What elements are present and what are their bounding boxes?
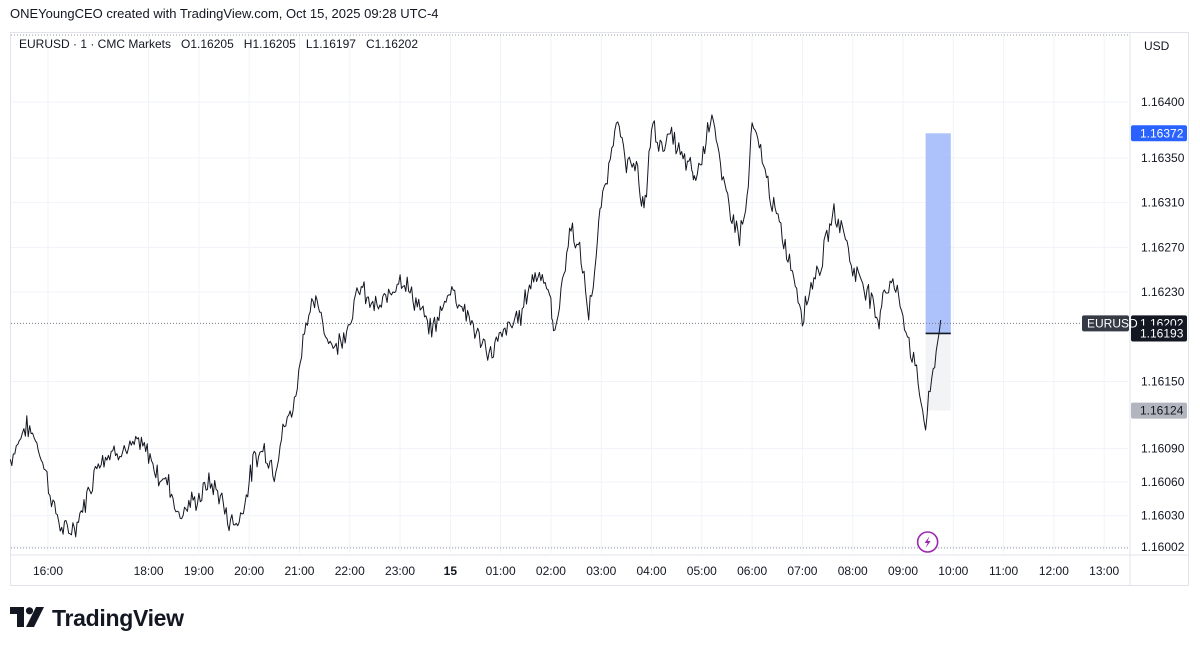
legend-close-label: C: [365, 37, 375, 51]
legend-low-value: 1.16197: [312, 37, 356, 51]
legend-close-value: 1.16202: [374, 37, 419, 51]
price-axis-tick-label: 1.16002: [1141, 540, 1185, 554]
symbol-tag-background: [1082, 315, 1129, 332]
legend-open-label: O: [181, 37, 191, 51]
time-axis-tick-label: 02:00: [536, 564, 566, 578]
stop-price-badge-background: [1131, 402, 1187, 419]
price-axis-tick-label: 1.16060: [1141, 475, 1185, 489]
price-axis-tick-label: 1.16350: [1141, 151, 1185, 165]
chart-header-caption: ONEYoungCEO created with TradingView.com…: [10, 6, 439, 21]
price-axis-tick-label: 1.16090: [1141, 442, 1185, 456]
time-axis-tick-label: 16:00: [33, 564, 63, 578]
lightning-bolt-glyph: [924, 536, 931, 548]
time-axis-tick-label: 05:00: [687, 564, 717, 578]
time-axis-tick-label: 09:00: [888, 564, 918, 578]
legend-open-value: 1.16205: [190, 37, 234, 51]
target-price-badge-background: [1131, 125, 1187, 142]
time-axis-tick-label: 15: [444, 564, 458, 578]
stop-price-badge: 1.16124: [1140, 404, 1184, 418]
entry-price-badge-background: [1131, 325, 1187, 342]
time-axis-tick-label: 13:00: [1089, 564, 1119, 578]
time-axis-tick-label: 06:00: [737, 564, 767, 578]
time-axis-tick-label: 23:00: [385, 564, 415, 578]
tradingview-logo: TradingView: [10, 604, 184, 632]
price-series-line: [9, 114, 942, 538]
entry-price-badge: 1.16193: [1140, 326, 1184, 340]
legend-symbol: EURUSD · 1 · CMC Markets: [19, 37, 172, 51]
price-axis-tick-label: 1.16270: [1141, 240, 1185, 254]
time-axis-tick-label: 01:00: [486, 564, 516, 578]
legend-high-label: H: [243, 37, 253, 51]
time-axis-tick-label: 11:00: [989, 564, 1018, 578]
price-axis-tick-label: 1.16030: [1141, 509, 1185, 523]
position-target-zone[interactable]: [925, 133, 951, 334]
price-axis-tick-label: 1.16230: [1141, 285, 1185, 299]
legend-high-value: 1.16205: [252, 37, 296, 51]
time-axis-tick-label: 03:00: [586, 564, 616, 578]
target-price-badge: 1.16372: [1140, 126, 1184, 140]
ohlc-legend: EURUSD · 1 · CMC Markets O1.16205 H1.162…: [19, 37, 418, 51]
chart-frame: [10, 32, 1189, 586]
time-axis-tick-label: 22:00: [335, 564, 365, 578]
time-axis-tick-label: 19:00: [184, 564, 214, 578]
time-axis-tick-label: 08:00: [838, 564, 868, 578]
price-axis-tick-label: 1.16150: [1141, 375, 1185, 389]
price-axis-tick-label: 1.16400: [1141, 95, 1185, 109]
position-stop-zone[interactable]: [925, 333, 951, 411]
time-axis-tick-label: 20:00: [234, 564, 264, 578]
time-axis-tick-label: 18:00: [134, 564, 164, 578]
last-price-symbol-tag: EURUSD: [1087, 316, 1138, 330]
legend-low-label: L: [305, 37, 313, 51]
time-axis-tick-label: 04:00: [637, 564, 667, 578]
time-axis-tick-label: 07:00: [787, 564, 817, 578]
price-axis-tick-label: 1.16310: [1141, 196, 1185, 210]
time-axis-tick-label: 12:00: [1039, 564, 1069, 578]
time-axis-tick-label: 10:00: [938, 564, 968, 578]
tradingview-logo-icon: [10, 607, 44, 627]
time-axis-tick-label: 21:00: [284, 564, 314, 578]
currency-label: USD: [1144, 39, 1170, 53]
tradingview-logo-text: TradingView: [52, 604, 184, 631]
